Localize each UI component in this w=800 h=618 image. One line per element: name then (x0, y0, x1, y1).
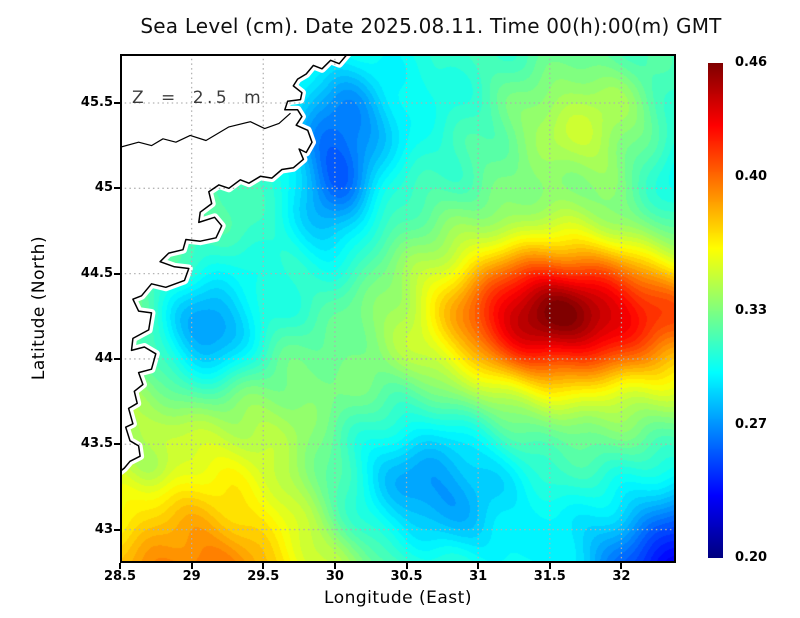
danube-river (120, 112, 291, 148)
y-tick-mark (114, 101, 120, 104)
x-tick-mark (477, 563, 480, 569)
x-tick-label: 30 (325, 569, 344, 584)
grid-lines (120, 54, 676, 563)
y-tick-label: 44.5 (80, 265, 113, 281)
land-mass (120, 54, 352, 476)
plot-title: Sea Level (cm). Date 2025.08.11. Time 00… (140, 14, 722, 38)
colorbar (708, 63, 723, 558)
colorbar-label: 0.33 (735, 302, 768, 318)
y-tick-label: 43.5 (80, 436, 113, 452)
x-tick-mark (262, 563, 265, 569)
colorbar-label: 0.40 (735, 169, 768, 185)
y-tick-label: 44 (94, 350, 113, 366)
depth-annotation: Z = 2.5 m (132, 88, 265, 108)
y-tick-mark (114, 272, 120, 275)
x-tick-mark (548, 563, 551, 569)
y-tick-mark (114, 528, 120, 531)
x-axis-label: Longitude (East) (324, 588, 472, 608)
y-tick-mark (114, 187, 120, 190)
colorbar-label: 0.27 (735, 416, 768, 432)
y-tick-label: 43 (94, 521, 113, 537)
y-tick-mark (114, 443, 120, 446)
map-overlay (120, 54, 676, 563)
coastline (120, 54, 349, 473)
colorbar-label: 0.46 (735, 55, 768, 70)
plot-area: Z = 2.5 m (120, 54, 676, 563)
x-tick-label: 31.5 (533, 569, 566, 584)
x-tick-mark (333, 563, 336, 569)
y-tick-label: 45 (94, 180, 113, 196)
plot-border (120, 54, 676, 563)
y-tick-label: 45.5 (80, 94, 113, 110)
y-tick-mark (114, 357, 120, 360)
x-tick-label: 31 (469, 569, 488, 584)
x-tick-mark (119, 563, 121, 569)
x-tick-label: 29.5 (247, 569, 280, 584)
x-tick-mark (405, 563, 408, 569)
x-tick-mark (620, 563, 623, 569)
x-tick-label: 29 (182, 569, 201, 584)
x-tick-mark (190, 563, 193, 569)
y-axis-label: Latitude (North) (29, 235, 49, 381)
x-tick-label: 32 (612, 569, 631, 584)
x-tick-label: 28.5 (103, 569, 137, 584)
x-tick-label: 30.5 (390, 569, 423, 584)
colorbar-label: 0.20 (735, 550, 768, 565)
